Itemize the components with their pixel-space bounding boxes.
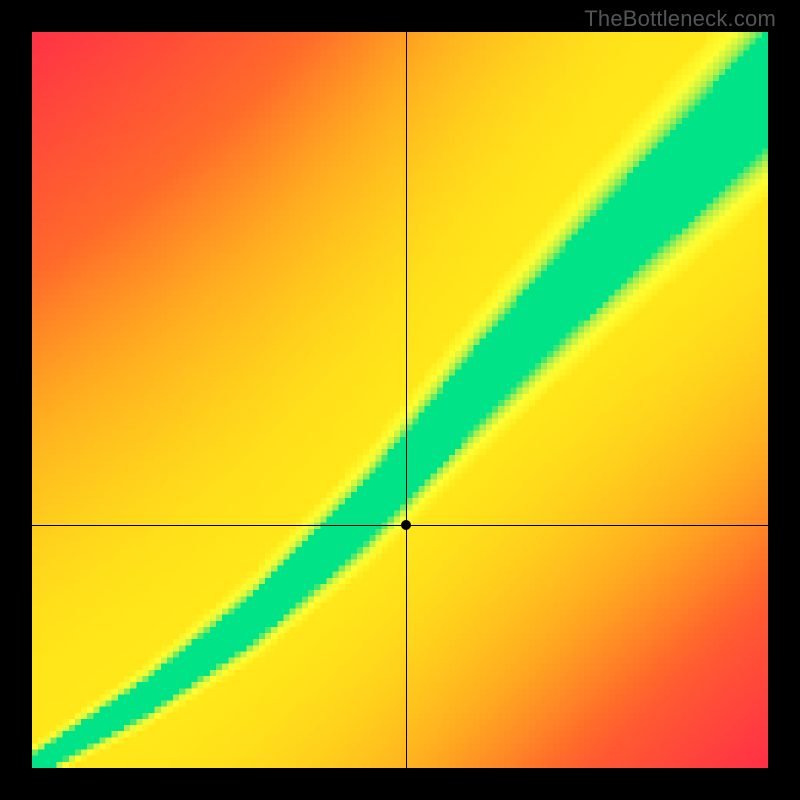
crosshair-vertical [406, 32, 407, 768]
bottleneck-heatmap [32, 32, 768, 768]
watermark-text: TheBottleneck.com [584, 6, 776, 32]
plot-area [32, 32, 768, 768]
marker-dot [401, 520, 411, 530]
